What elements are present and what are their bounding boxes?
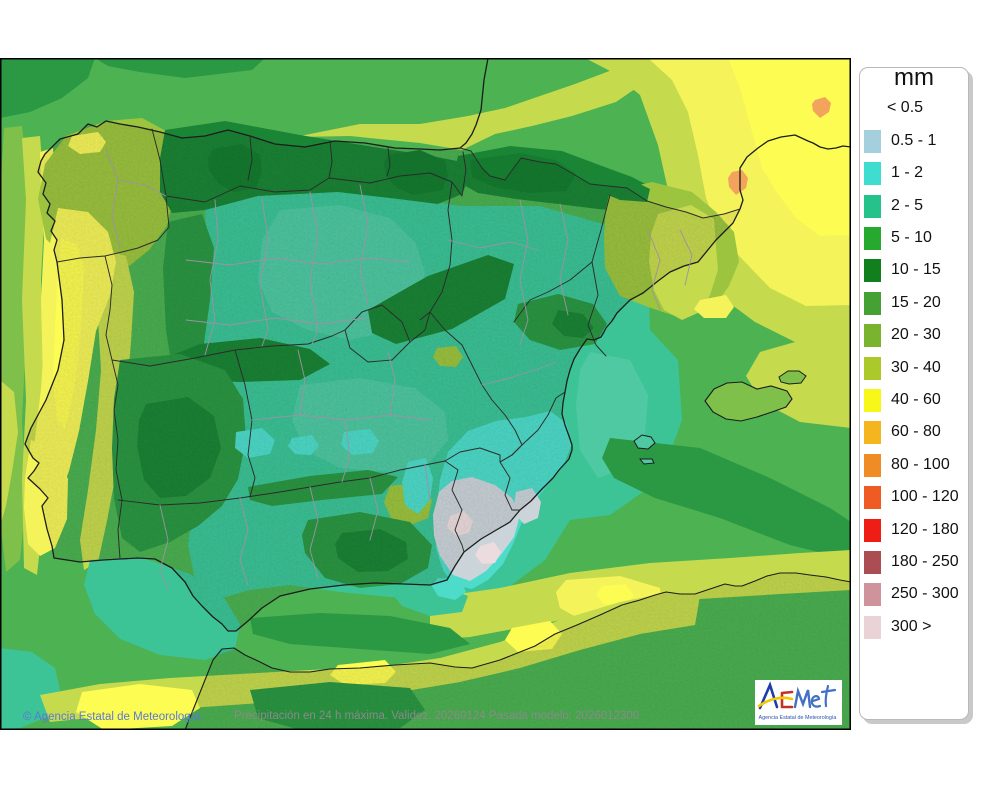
- svg-text:Agencia Estatal de Meteorologí: Agencia Estatal de Meteorología: [759, 715, 837, 721]
